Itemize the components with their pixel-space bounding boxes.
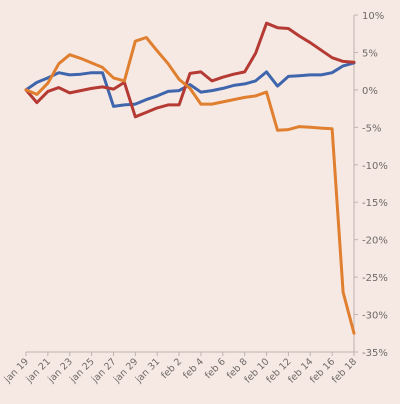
series-line-1	[24, 61, 356, 108]
series-line-2	[24, 21, 356, 119]
x-tick-label: jan 19	[2, 356, 31, 385]
y-tick-label: -15%	[362, 198, 388, 209]
y-tick-label: -35%	[362, 348, 388, 359]
x-tick-label: jan 21	[24, 356, 53, 385]
y-axis-ticks: 10% 5% 0% -5% -10% -15% -20% -25% -30% -35%	[354, 11, 388, 359]
x-tick-label: jan 29	[111, 356, 140, 385]
y-tick-label: 0%	[362, 86, 378, 97]
y-tick-label: -30%	[362, 311, 388, 322]
axes	[26, 15, 355, 353]
x-tick-label: jan 27	[89, 356, 118, 385]
y-tick-label: -5%	[362, 123, 381, 134]
series-lines	[24, 21, 356, 335]
y-tick-label: -10%	[362, 161, 388, 172]
y-tick-label: 10%	[362, 11, 384, 22]
x-tick-label: feb 18	[330, 356, 359, 385]
series-line-3	[24, 36, 356, 335]
x-tick-label: feb 2	[159, 356, 184, 381]
x-tick-label: feb 4	[181, 356, 206, 381]
y-tick-label: 5%	[362, 48, 378, 59]
x-tick-label: jan 23	[45, 356, 74, 385]
x-tick-label: feb 6	[203, 356, 228, 381]
y-tick-label: -25%	[362, 273, 388, 284]
x-tick-label: jan 25	[67, 356, 96, 385]
x-tick-label: jan 31	[133, 356, 162, 385]
y-tick-label: -20%	[362, 236, 388, 247]
